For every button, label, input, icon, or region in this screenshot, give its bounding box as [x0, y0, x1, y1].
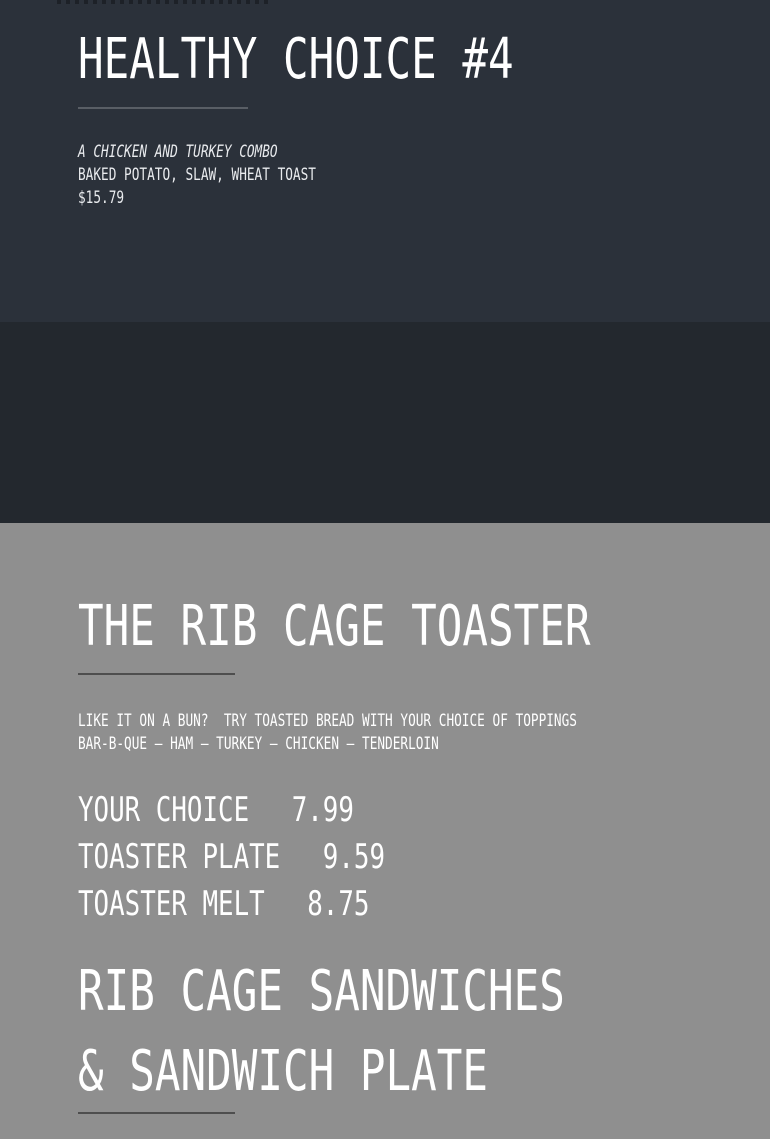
- healthy-choice-title: HEALTHY CHOICE #4: [78, 32, 651, 88]
- healthy-choice-title-text: HEALTHY CHOICE #4: [78, 27, 514, 92]
- section-rib-cage: THE RIB CAGE TOASTER LIKE IT ON A BUN? T…: [0, 523, 770, 1139]
- rib-cage-sandwiches-title-line1: RIB CAGE SANDWICHES: [78, 959, 565, 1024]
- item-price: 8.75: [307, 884, 370, 924]
- toaster-title-underline: [78, 673, 235, 675]
- rib-cage-sandwiches-title-line2: & SANDWICH PLATE: [78, 1039, 488, 1104]
- toaster-description: LIKE IT ON A BUN? TRY TOASTED BREAD WITH…: [78, 710, 743, 756]
- toaster-price-list: YOUR CHOICE 7.99 TOASTER PLATE 9.59 TOASTE…: [78, 787, 482, 928]
- item-price: 9.59: [322, 837, 386, 877]
- healthy-choice-tagline: A CHICKEN AND TURKEY COMBO: [78, 142, 278, 162]
- title-underline: [78, 107, 248, 109]
- clipped-heading-remnant: [57, 0, 273, 4]
- toaster-description-line2: BAR-B-QUE — HAM — TURKEY — CHICKEN — TEN…: [78, 734, 439, 754]
- price-row: TOASTER MELT 8.75: [78, 881, 482, 928]
- section-banner: YOU ADD THE CALORIES YOU WANT TO!: [0, 322, 770, 757]
- healthy-choice-description: BAKED POTATO, SLAW, WHEAT TOAST: [78, 165, 316, 185]
- toaster-description-line1: LIKE IT ON A BUN? TRY TOASTED BREAD WITH…: [78, 711, 577, 731]
- price-row: TOASTER PLATE 9.59: [78, 834, 482, 881]
- sandwiches-title-underline: [78, 1112, 235, 1114]
- item-name: TOASTER PLATE: [78, 837, 281, 877]
- price-row: YOUR CHOICE 7.99: [78, 787, 482, 834]
- item-name: TOASTER MELT: [78, 884, 265, 924]
- section-healthy-choice: HEALTHY CHOICE #4 A CHICKEN AND TURKEY C…: [0, 0, 770, 322]
- item-price: 7.99: [291, 790, 354, 830]
- rib-cage-toaster-title: THE RIB CAGE TOASTER: [78, 594, 591, 659]
- healthy-choice-details: A CHICKEN AND TURKEY COMBO BAKED POTATO,…: [78, 141, 395, 210]
- healthy-choice-price: $15.79: [78, 188, 125, 208]
- item-name: YOUR CHOICE: [78, 790, 250, 830]
